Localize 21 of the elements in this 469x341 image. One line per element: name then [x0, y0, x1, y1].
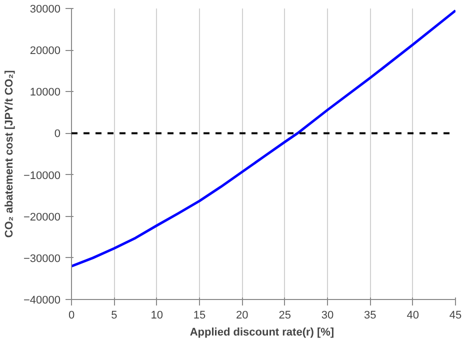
y-axis-title: CO₂ abatement cost [JPY/t CO₂]	[3, 70, 16, 238]
y-tick-label: −20000	[23, 211, 61, 224]
x-tick-label: 10	[150, 310, 163, 322]
y-tick-label: 20000	[30, 45, 61, 58]
x-axis-title: Applied discount rate(r) [%]	[190, 326, 334, 338]
line-series	[72, 9, 456, 268]
x-tick-label: 40	[406, 310, 419, 322]
x-tick-label: 25	[278, 310, 291, 322]
y-tick-label: −10000	[23, 170, 61, 182]
y-tick-label: 10000	[30, 86, 61, 99]
y-tick-label: 0	[54, 128, 61, 140]
x-tick-label: 20	[236, 310, 248, 322]
x-tick-label: 35	[364, 310, 376, 322]
y-tick-label: 30000	[30, 4, 61, 16]
x-tick-label: 45	[449, 310, 462, 322]
x-tick-label: 15	[193, 310, 206, 322]
x-tick-label: 5	[111, 310, 118, 322]
y-tick-label: −30000	[23, 252, 61, 265]
x-tick-label: 30	[321, 310, 334, 322]
y-tick-label: −40000	[23, 294, 61, 306]
x-tick-label: 0	[68, 310, 75, 322]
